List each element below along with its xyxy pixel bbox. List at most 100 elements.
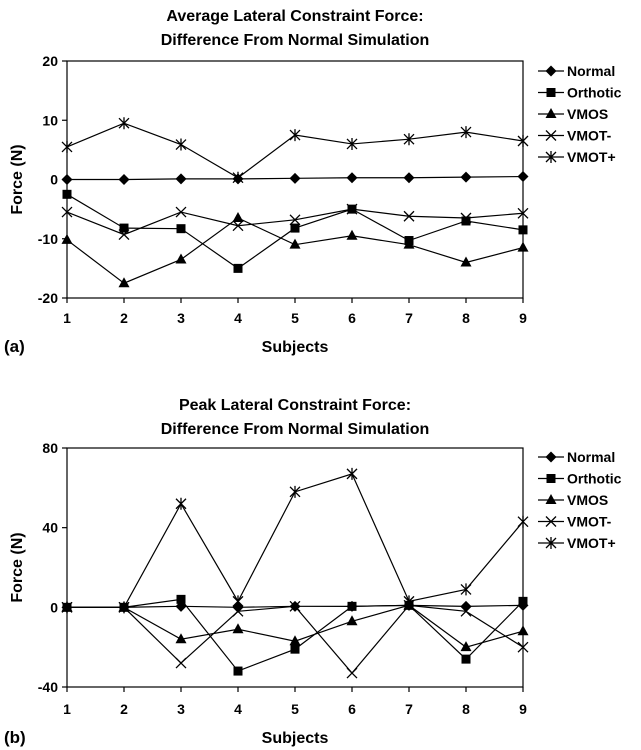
data-point: [290, 644, 300, 654]
data-point: [460, 126, 472, 139]
legend-entry: VMOT-: [538, 514, 612, 530]
legend-marker: [545, 494, 557, 504]
legend-entry: Normal: [538, 449, 615, 465]
data-point: [289, 600, 301, 612]
data-point: [517, 207, 529, 219]
data-point: [460, 641, 472, 652]
y-tick-label: 0: [50, 599, 58, 615]
data-point: [517, 641, 529, 653]
data-point: [517, 171, 529, 183]
data-point: [233, 263, 243, 273]
series-vmos: [61, 599, 529, 652]
data-point: [403, 595, 415, 608]
data-point: [346, 667, 358, 679]
legend-label: VMOT-: [567, 128, 612, 144]
x-tick-label: 2: [120, 310, 128, 326]
data-point: [175, 138, 187, 151]
data-point: [118, 117, 130, 130]
x-tick-label: 7: [405, 701, 413, 717]
series-normal: [61, 171, 529, 185]
x-tick-label: 3: [177, 701, 185, 717]
legend-entry: Orthotic: [538, 85, 622, 101]
series-vmot-: [61, 467, 529, 614]
legend-marker: [545, 130, 557, 141]
y-tick-label: 10: [42, 112, 58, 128]
data-point: [175, 657, 187, 669]
data-point: [118, 174, 130, 185]
y-tick-label: 80: [42, 440, 58, 456]
x-tick-label: 6: [348, 310, 356, 326]
data-point: [175, 253, 187, 264]
series-vmot-: [61, 117, 529, 184]
chart-panel-a: Average Lateral Constraint Force: Differe…: [4, 8, 622, 356]
data-point: [61, 206, 73, 218]
data-point: [232, 220, 244, 232]
data-point: [460, 605, 472, 617]
y-tick-label: -40: [38, 679, 58, 695]
data-point: [403, 210, 415, 222]
data-point: [346, 203, 358, 215]
y-axis-label: Force (N): [9, 144, 26, 214]
series-vmos: [61, 212, 529, 288]
x-tick-label: 1: [63, 310, 71, 326]
data-point: [289, 238, 301, 249]
x-tick-label: 5: [291, 701, 299, 717]
data-point: [403, 172, 415, 184]
data-point: [460, 583, 472, 596]
panel-label: (a): [4, 337, 25, 356]
data-point: [175, 633, 187, 644]
data-point: [233, 666, 243, 676]
x-tick-label: 5: [291, 310, 299, 326]
legend-label: Orthotic: [567, 85, 622, 101]
data-point: [346, 137, 358, 150]
x-tick-label: 4: [234, 701, 242, 717]
data-point: [517, 515, 529, 528]
legend-marker: [546, 474, 556, 483]
data-point: [460, 256, 472, 267]
legend-entry: VMOT+: [538, 149, 616, 165]
data-point: [118, 277, 130, 288]
x-tick-label: 9: [519, 310, 527, 326]
data-point: [175, 173, 187, 185]
legend-entry: VMOT-: [538, 128, 612, 144]
legend-label: VMOS: [567, 106, 608, 122]
legend-entry: VMOS: [538, 492, 608, 508]
data-point: [118, 601, 130, 614]
legend-entry: Orthotic: [538, 471, 622, 487]
data-point: [461, 654, 471, 664]
chart-title-line-1: Peak Lateral Constraint Force:: [179, 397, 411, 414]
data-point: [232, 623, 244, 634]
data-point: [289, 214, 301, 226]
panel-label: (b): [4, 728, 26, 747]
data-point: [61, 140, 73, 153]
data-point: [517, 625, 529, 636]
y-tick-label: -10: [38, 231, 58, 247]
data-point: [232, 212, 244, 223]
y-tick-label: 0: [50, 172, 58, 188]
data-point: [346, 467, 358, 480]
legend-label: VMOT+: [567, 149, 616, 165]
data-point: [460, 212, 472, 224]
y-axis-label: Force (N): [9, 532, 26, 602]
legend-marker: [545, 537, 557, 549]
data-point: [346, 229, 358, 240]
x-tick-label: 1: [63, 701, 71, 717]
data-point: [517, 134, 529, 147]
x-axis-label: Subjects: [262, 730, 329, 747]
legend-marker: [546, 88, 556, 97]
legend-marker: [545, 151, 557, 163]
y-tick-label: -20: [38, 290, 58, 306]
chart-title-line-2: Difference From Normal Simulation: [161, 421, 430, 438]
y-tick-label: 40: [42, 520, 58, 536]
data-point: [62, 189, 72, 199]
x-tick-label: 7: [405, 310, 413, 326]
data-point: [403, 133, 415, 146]
data-point: [518, 596, 528, 606]
x-axis-label: Subjects: [262, 339, 329, 356]
legend-label: VMOS: [567, 492, 608, 508]
data-point: [289, 635, 301, 646]
x-tick-label: 4: [234, 310, 242, 326]
legend-marker: [545, 516, 557, 527]
data-point: [346, 172, 358, 184]
